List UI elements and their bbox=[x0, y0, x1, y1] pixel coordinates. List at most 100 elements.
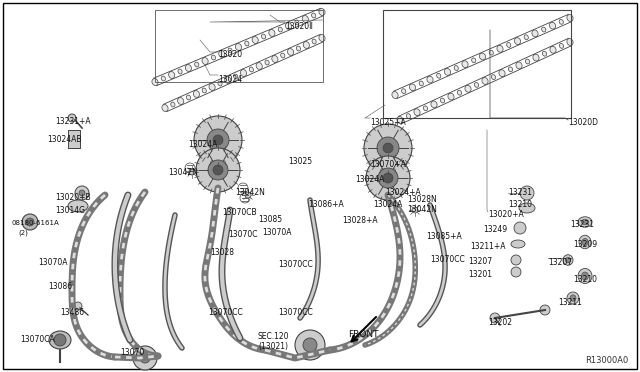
Ellipse shape bbox=[171, 102, 175, 107]
Text: (13021): (13021) bbox=[258, 342, 288, 351]
Ellipse shape bbox=[582, 238, 588, 246]
Text: 13070A: 13070A bbox=[38, 258, 67, 267]
Ellipse shape bbox=[474, 83, 479, 87]
Bar bbox=[68, 130, 80, 148]
Ellipse shape bbox=[525, 59, 529, 64]
Ellipse shape bbox=[559, 44, 564, 48]
Ellipse shape bbox=[319, 35, 325, 41]
Text: 13070: 13070 bbox=[120, 348, 144, 357]
Ellipse shape bbox=[296, 46, 301, 51]
Text: 13028N: 13028N bbox=[407, 195, 436, 204]
Ellipse shape bbox=[566, 257, 570, 263]
Text: 13025+A: 13025+A bbox=[370, 118, 406, 127]
Ellipse shape bbox=[269, 29, 275, 36]
Ellipse shape bbox=[578, 217, 592, 227]
Circle shape bbox=[75, 186, 89, 200]
Circle shape bbox=[383, 173, 393, 183]
Text: 13231+A: 13231+A bbox=[55, 117, 91, 126]
Ellipse shape bbox=[448, 93, 454, 100]
Circle shape bbox=[383, 143, 393, 153]
Text: 13070A: 13070A bbox=[262, 228, 291, 237]
Ellipse shape bbox=[507, 42, 511, 47]
Ellipse shape bbox=[458, 90, 461, 95]
Circle shape bbox=[68, 114, 76, 122]
Circle shape bbox=[303, 338, 317, 352]
Text: 13201: 13201 bbox=[468, 270, 492, 279]
Ellipse shape bbox=[524, 35, 529, 40]
Ellipse shape bbox=[161, 76, 165, 81]
Ellipse shape bbox=[570, 295, 576, 301]
Circle shape bbox=[196, 148, 240, 192]
Text: 13211+A: 13211+A bbox=[470, 242, 506, 251]
Text: 13028: 13028 bbox=[210, 248, 234, 257]
Ellipse shape bbox=[244, 41, 249, 46]
Ellipse shape bbox=[532, 30, 538, 37]
Circle shape bbox=[412, 207, 418, 213]
Ellipse shape bbox=[414, 109, 420, 116]
Text: 13210: 13210 bbox=[573, 275, 597, 284]
Ellipse shape bbox=[479, 53, 486, 60]
Ellipse shape bbox=[272, 55, 278, 62]
Text: 13070CA: 13070CA bbox=[20, 335, 55, 344]
Text: 13024: 13024 bbox=[218, 75, 242, 84]
Text: 13207: 13207 bbox=[468, 257, 492, 266]
Ellipse shape bbox=[406, 114, 411, 119]
Circle shape bbox=[207, 129, 229, 151]
Text: 13020+A: 13020+A bbox=[488, 210, 524, 219]
Circle shape bbox=[377, 137, 399, 159]
Ellipse shape bbox=[209, 84, 215, 90]
Ellipse shape bbox=[218, 81, 222, 86]
Circle shape bbox=[364, 124, 412, 172]
Ellipse shape bbox=[392, 92, 398, 99]
Ellipse shape bbox=[499, 70, 505, 77]
Text: 13025: 13025 bbox=[288, 157, 312, 166]
Ellipse shape bbox=[515, 38, 520, 45]
Bar bbox=[155, 10, 323, 82]
Ellipse shape bbox=[319, 9, 325, 15]
Text: 13070CC: 13070CC bbox=[430, 255, 465, 264]
Circle shape bbox=[520, 186, 534, 200]
Text: 13070CC: 13070CC bbox=[278, 308, 313, 317]
Text: (2): (2) bbox=[18, 230, 28, 237]
Ellipse shape bbox=[49, 331, 71, 349]
Ellipse shape bbox=[563, 255, 573, 265]
Ellipse shape bbox=[225, 77, 231, 83]
Text: 13070+A: 13070+A bbox=[370, 160, 406, 169]
Text: 13020D: 13020D bbox=[568, 118, 598, 127]
Ellipse shape bbox=[472, 58, 476, 63]
Text: 13209: 13209 bbox=[573, 240, 597, 249]
Ellipse shape bbox=[427, 76, 433, 83]
Ellipse shape bbox=[278, 27, 282, 32]
Ellipse shape bbox=[462, 61, 468, 68]
Circle shape bbox=[514, 222, 526, 234]
Ellipse shape bbox=[281, 53, 285, 58]
Circle shape bbox=[79, 190, 85, 196]
Ellipse shape bbox=[567, 39, 573, 45]
Text: 13042N: 13042N bbox=[407, 205, 437, 214]
Ellipse shape bbox=[489, 50, 493, 55]
Ellipse shape bbox=[152, 78, 158, 86]
Ellipse shape bbox=[295, 20, 299, 25]
Circle shape bbox=[540, 305, 550, 315]
Circle shape bbox=[189, 169, 195, 175]
Text: 13020Ⅱ: 13020Ⅱ bbox=[285, 22, 313, 31]
Ellipse shape bbox=[256, 62, 262, 70]
Ellipse shape bbox=[249, 67, 253, 72]
Circle shape bbox=[213, 165, 223, 175]
Ellipse shape bbox=[508, 67, 513, 72]
Circle shape bbox=[133, 346, 157, 370]
Ellipse shape bbox=[582, 272, 589, 280]
Ellipse shape bbox=[178, 69, 182, 74]
Text: 13249: 13249 bbox=[483, 225, 507, 234]
Ellipse shape bbox=[533, 54, 539, 61]
Text: 13086: 13086 bbox=[48, 282, 72, 291]
Ellipse shape bbox=[234, 74, 237, 79]
Ellipse shape bbox=[516, 62, 522, 69]
Text: 13070CB: 13070CB bbox=[222, 208, 257, 217]
Ellipse shape bbox=[549, 22, 556, 29]
Text: 13231: 13231 bbox=[508, 188, 532, 197]
Ellipse shape bbox=[195, 62, 199, 67]
Ellipse shape bbox=[68, 200, 88, 212]
Text: 13024+A: 13024+A bbox=[385, 188, 420, 197]
Ellipse shape bbox=[303, 42, 309, 48]
